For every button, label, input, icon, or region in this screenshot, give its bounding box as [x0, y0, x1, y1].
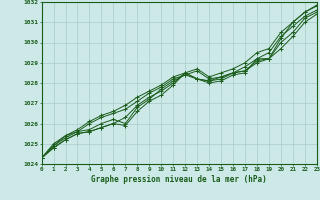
X-axis label: Graphe pression niveau de la mer (hPa): Graphe pression niveau de la mer (hPa): [91, 175, 267, 184]
